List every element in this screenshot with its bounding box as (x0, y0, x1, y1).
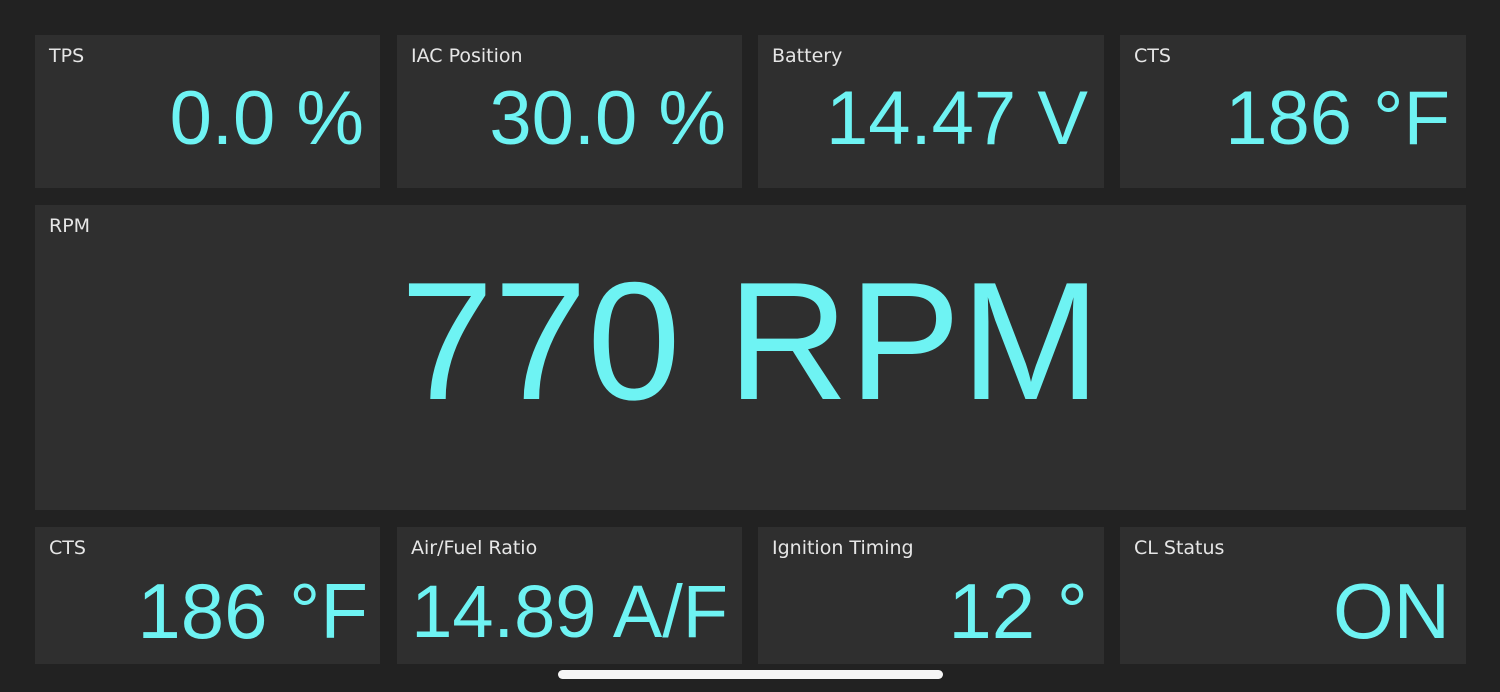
gauge-value: 0.0 % (169, 76, 364, 161)
gauge-cl-status: CL Status ON (1120, 527, 1466, 664)
gauge-value: 186 °F (1225, 76, 1450, 161)
gauge-value: 12 ° (948, 567, 1088, 655)
gauge-label: Air/Fuel Ratio (411, 537, 538, 559)
gauge-value: 30.0 % (489, 76, 726, 161)
gauge-label: TPS (49, 45, 85, 67)
gauge-tps: TPS 0.0 % (35, 35, 380, 188)
gauge-value: 14.89 A/F (411, 570, 728, 653)
gauge-value: 186 °F (137, 567, 368, 655)
gauge-label: CL Status (1134, 537, 1225, 559)
gauge-cts: CTS 186 °F (1120, 35, 1466, 188)
gauge-value: ON (1333, 567, 1450, 655)
gauge-cts-2: CTS 186 °F (35, 527, 380, 664)
gauge-label: RPM (49, 215, 91, 237)
gauge-value: 770 RPM (400, 247, 1101, 435)
gauge-air-fuel-ratio: Air/Fuel Ratio 14.89 A/F (397, 527, 742, 664)
gauge-label: Battery (772, 45, 843, 67)
home-indicator[interactable] (558, 670, 943, 679)
gauge-label: CTS (1134, 45, 1171, 67)
gauge-rpm: RPM 770 RPM (35, 205, 1466, 510)
gauge-battery: Battery 14.47 V (758, 35, 1104, 188)
gauge-label: Ignition Timing (772, 537, 914, 559)
gauge-iac-position: IAC Position 30.0 % (397, 35, 742, 188)
gauge-label: IAC Position (411, 45, 523, 67)
gauge-value: 14.47 V (826, 76, 1088, 161)
gauge-ignition-timing: Ignition Timing 12 ° (758, 527, 1104, 664)
gauge-label: CTS (49, 537, 86, 559)
